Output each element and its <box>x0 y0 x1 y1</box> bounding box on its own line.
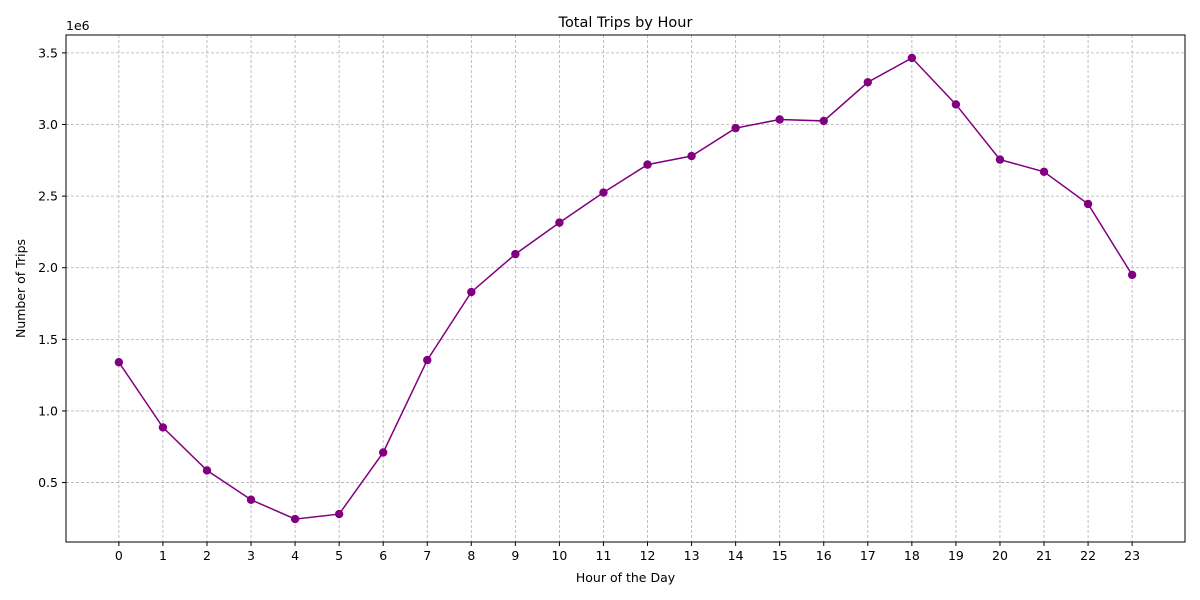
x-tick-label: 15 <box>772 548 788 563</box>
data-point <box>158 423 168 432</box>
data-point <box>863 78 873 87</box>
x-tick-label: 21 <box>1036 548 1052 563</box>
plot-frame <box>65 34 1186 543</box>
y-axis-label: Number of Trips <box>13 239 28 338</box>
data-point <box>290 514 300 524</box>
y-tick-label: 1.5 <box>38 332 58 347</box>
x-tick-label: 6 <box>379 548 387 563</box>
x-tick-label: 17 <box>860 548 876 563</box>
y-tick-label: 0.5 <box>38 475 58 490</box>
data-point <box>1127 270 1137 280</box>
data-point <box>1083 199 1093 209</box>
x-tick-label: 8 <box>467 548 475 563</box>
x-tick-label: 13 <box>684 548 700 563</box>
y-tick-label: 2.0 <box>38 260 58 275</box>
data-point <box>202 466 212 475</box>
data-point <box>555 218 564 227</box>
data-point <box>114 358 124 367</box>
x-tick-label: 14 <box>728 548 744 563</box>
y-offset-label: 1e6 <box>66 18 90 33</box>
series-line <box>118 56 1133 520</box>
data-point <box>819 116 828 126</box>
x-tick-label: 19 <box>948 548 964 563</box>
x-tick-label: 18 <box>904 548 920 563</box>
data-point <box>731 123 740 133</box>
x-tick-label: 23 <box>1124 548 1140 563</box>
data-point <box>599 188 608 197</box>
x-tick-label: 20 <box>992 548 1008 563</box>
x-tick-label: 16 <box>816 548 832 563</box>
data-point <box>378 448 388 457</box>
data-point <box>995 155 1005 164</box>
x-tick-label: 11 <box>596 548 612 563</box>
y-tick-label: 1.0 <box>38 403 58 418</box>
data-point <box>334 509 344 519</box>
x-tick-label: 10 <box>551 548 567 563</box>
data-point <box>467 287 476 297</box>
data-point <box>1039 167 1049 176</box>
data-point <box>687 151 696 161</box>
x-tick-label: 4 <box>291 548 299 563</box>
data-point <box>423 355 432 365</box>
data-point <box>511 249 520 259</box>
y-tick-label: 3.0 <box>38 117 58 132</box>
x-tick-label: 0 <box>115 548 123 563</box>
chart-title: Total Trips by Hour <box>558 15 693 31</box>
series-layer <box>114 53 1137 524</box>
y-axis: 0.5 1.0 1.5 2.0 2.5 3.0 3.5 <box>38 45 66 490</box>
grid <box>66 35 1185 542</box>
data-point <box>775 115 784 124</box>
x-tick-label: 2 <box>203 548 211 563</box>
x-tick-label: 3 <box>247 548 255 563</box>
x-axis-label: Hour of the Day <box>576 570 676 585</box>
data-point <box>951 100 961 109</box>
x-tick-label: 12 <box>640 548 656 563</box>
data-point <box>643 160 652 169</box>
x-tick-label: 22 <box>1080 548 1096 563</box>
y-tick-label: 2.5 <box>38 189 58 204</box>
x-axis: 0 1 2 3 4 5 6 7 8 9 10 11 12 13 14 15 16 17 18 19 20 21 22 23 <box>115 542 1140 563</box>
x-tick-label: 9 <box>511 548 519 563</box>
x-tick-label: 1 <box>159 548 167 563</box>
y-tick-label: 3.5 <box>38 45 58 60</box>
data-point <box>246 495 256 504</box>
data-point <box>907 53 917 63</box>
x-tick-label: 5 <box>335 548 343 563</box>
x-tick-label: 7 <box>423 548 431 563</box>
